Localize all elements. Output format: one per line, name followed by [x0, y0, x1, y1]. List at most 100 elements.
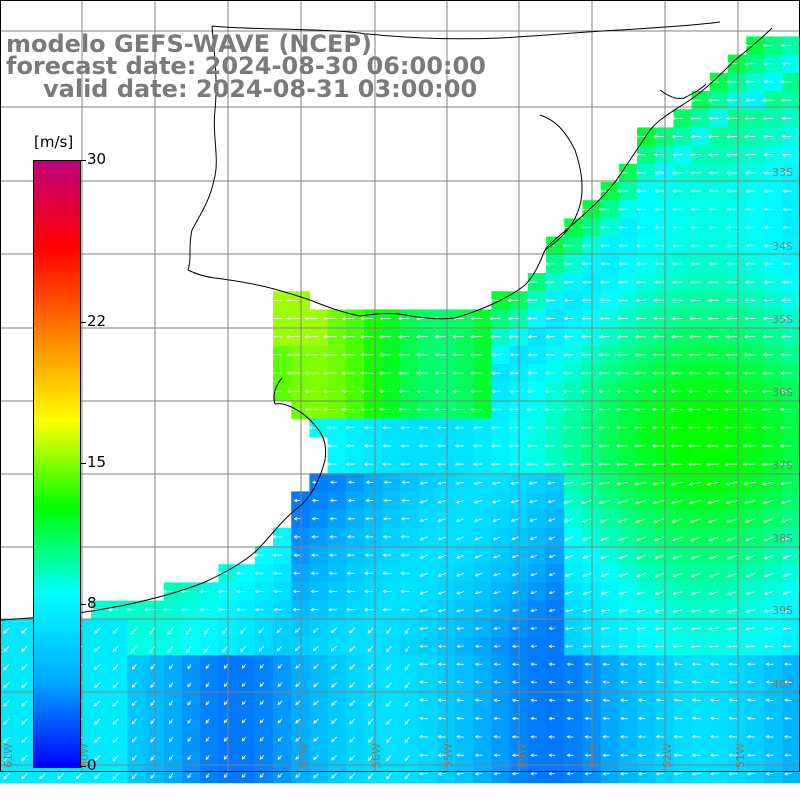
wind-arrow: [386, 664, 392, 670]
wind-arrow: [368, 664, 374, 670]
wind-arrow-head: [530, 608, 534, 613]
field-cell: [728, 127, 747, 147]
wind-arrow-head: [268, 353, 273, 357]
wind-arrow-head: [620, 680, 624, 684]
field-cell: [546, 564, 565, 583]
wind-arrow: [349, 700, 356, 706]
field-cell: [746, 618, 765, 638]
wind-arrow-head: [286, 334, 290, 339]
wind-arrow: [782, 591, 792, 595]
wind-arrow-head: [562, 425, 566, 430]
wind-arrow-head: [437, 626, 442, 631]
wind-arrow-head: [345, 425, 349, 430]
wind-arrow-head: [530, 626, 535, 631]
wind-arrow-head: [304, 334, 308, 339]
field-cell: [600, 455, 620, 474]
field-cell: [418, 564, 438, 583]
wind-arrow-head: [493, 590, 497, 595]
field-cell: [418, 673, 438, 693]
wind-arrow-head: [144, 607, 148, 612]
wind-arrow: [386, 645, 392, 652]
field-cell: [564, 582, 583, 602]
field-cell: [455, 764, 474, 784]
latitude-label: 33S: [772, 166, 793, 179]
wind-arrow-head: [528, 499, 533, 504]
field-cell: [618, 746, 638, 765]
field-cell: [637, 673, 656, 693]
wind-arrow-head: [470, 389, 474, 394]
field-cell: [309, 527, 329, 547]
field-cell: [273, 618, 292, 638]
wind-arrow-head: [636, 555, 641, 560]
wind-arrow: [710, 773, 719, 775]
wind-arrow-head: [310, 589, 315, 594]
field-cell: [600, 655, 620, 674]
field-cell: [345, 418, 365, 438]
wind-arrow: [747, 699, 756, 702]
field-cell: [491, 436, 511, 456]
field-cell: [691, 655, 711, 674]
wind-arrow: [419, 627, 428, 630]
wind-vectors: [3, 43, 792, 780]
wind-arrow: [313, 627, 319, 633]
wind-arrow-head: [328, 553, 333, 557]
field-cell: [491, 473, 511, 492]
wind-arrow-head: [745, 243, 749, 248]
field-cell: [254, 709, 274, 729]
field-cell: [455, 673, 474, 693]
field-cell: [0, 637, 19, 656]
wind-arrow-head: [728, 680, 733, 684]
field-cell: [564, 218, 583, 238]
field-cell: [600, 254, 620, 274]
wind-arrow-head: [563, 280, 568, 284]
field-cell: [637, 400, 656, 420]
wind-arrow-head: [726, 519, 730, 523]
wind-arrow-head: [493, 644, 498, 649]
field-cell: [764, 582, 784, 602]
field-cell: [309, 582, 329, 602]
wind-arrow: [367, 627, 374, 634]
field-cell: [436, 345, 456, 365]
wind-arrow: [745, 518, 756, 523]
wind-arrow-head: [652, 334, 657, 339]
wind-arrow-head: [581, 519, 586, 523]
field-cell: [309, 618, 329, 638]
wind-arrow: [204, 627, 210, 635]
wind-arrow-head: [223, 756, 228, 760]
field-cell: [382, 746, 401, 765]
wind-arrow-head: [564, 591, 569, 595]
wind-arrow-head: [779, 425, 784, 430]
wind-arrow-head: [310, 571, 315, 576]
field-cell: [764, 491, 784, 511]
wind-arrow-head: [602, 698, 607, 703]
field-cell: [564, 382, 583, 401]
wind-arrow-head: [470, 353, 474, 357]
wind-arrow-head: [452, 371, 457, 375]
wind-arrow: [404, 773, 410, 780]
wind-arrow-head: [272, 571, 277, 576]
wind-arrow: [511, 500, 519, 503]
wind-arrow-head: [618, 225, 622, 230]
wind-arrow-head: [636, 626, 641, 631]
field-cell: [564, 691, 583, 711]
wind-arrow-head: [313, 665, 317, 670]
field-cell: [637, 509, 656, 529]
wind-arrow: [438, 773, 446, 775]
field-cell: [709, 746, 729, 765]
wind-arrow-head: [672, 626, 677, 631]
wind-arrow-head: [634, 500, 639, 505]
wind-arrow: [603, 736, 610, 738]
wind-arrow-head: [313, 701, 317, 706]
wind-arrow: [493, 518, 501, 522]
wind-arrow-head: [437, 753, 442, 758]
wind-arrow-head: [670, 371, 675, 375]
wind-arrow: [131, 736, 137, 743]
field-cell: [327, 382, 347, 401]
wind-arrow-head: [672, 537, 676, 542]
wind-arrow-head: [781, 61, 786, 66]
longitude-label: 53W: [588, 743, 601, 768]
wind-arrow-head: [761, 425, 765, 430]
wind-arrow-head: [544, 444, 549, 448]
wind-arrow-head: [511, 735, 516, 739]
field-cell: [673, 218, 693, 238]
